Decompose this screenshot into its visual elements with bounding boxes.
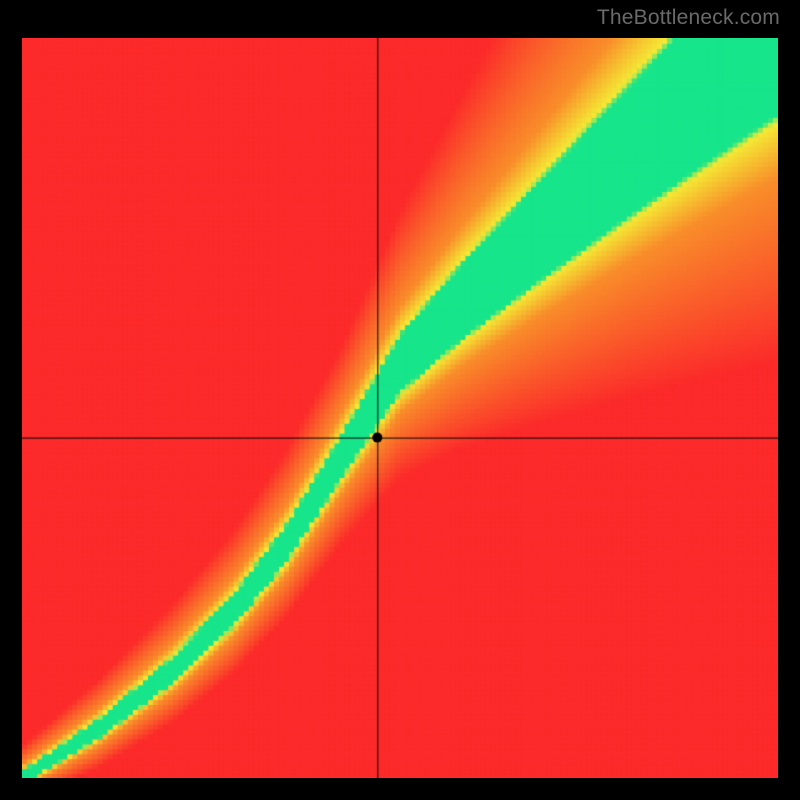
- attribution-label: TheBottleneck.com: [597, 6, 780, 30]
- chart-container: TheBottleneck.com: [0, 0, 800, 800]
- heatmap-plot: [22, 38, 778, 778]
- heatmap-canvas: [22, 38, 778, 778]
